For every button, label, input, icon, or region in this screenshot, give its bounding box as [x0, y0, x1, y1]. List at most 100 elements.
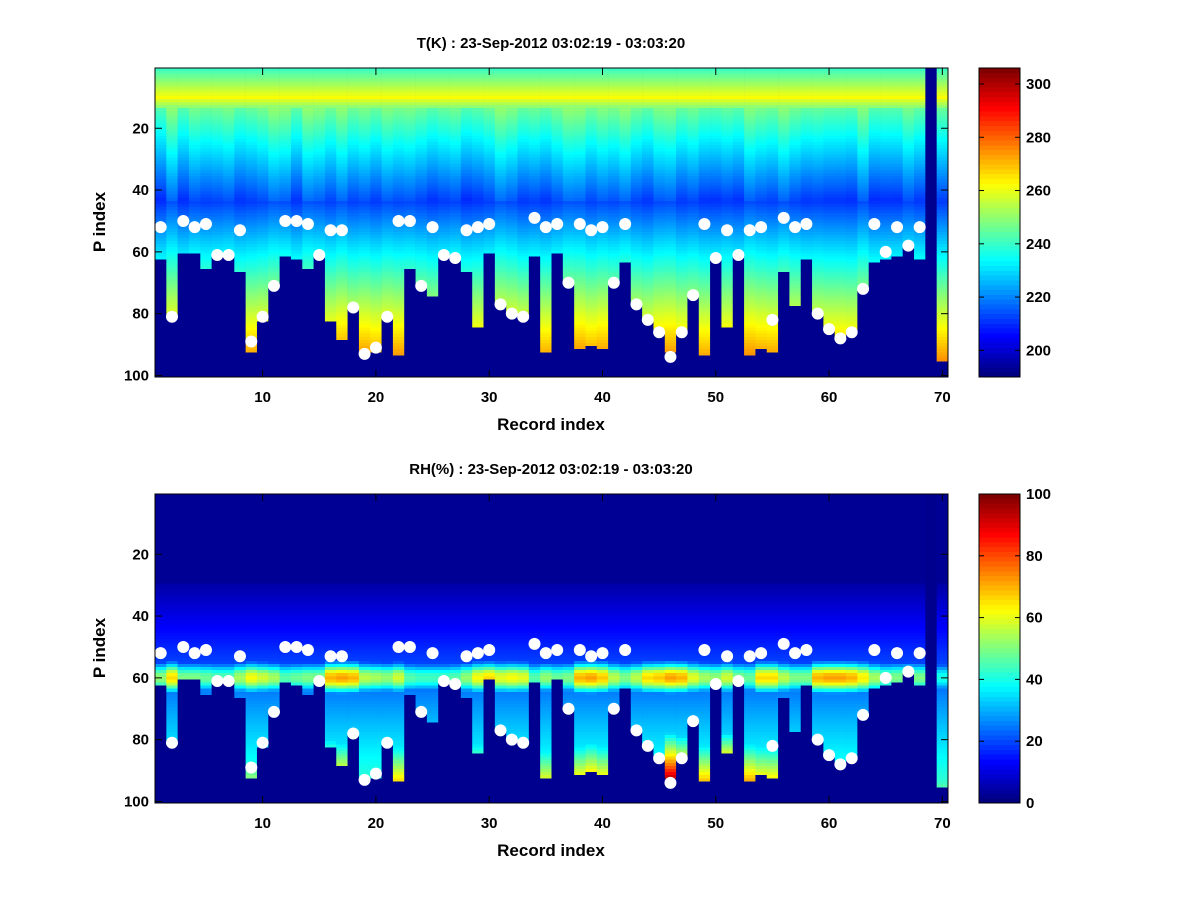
heatmap-column — [245, 68, 258, 377]
heatmap-column — [211, 68, 224, 377]
x-tick-label: 70 — [934, 389, 951, 406]
level-marker — [437, 674, 450, 687]
level-marker — [902, 665, 915, 678]
level-marker — [154, 647, 167, 660]
level-marker — [823, 323, 836, 336]
heatmap-column — [234, 68, 246, 377]
level-marker — [267, 279, 280, 292]
level-marker — [857, 708, 870, 721]
level-marker — [449, 252, 462, 265]
level-marker — [777, 211, 790, 224]
level-marker — [415, 705, 428, 718]
level-marker — [449, 678, 462, 691]
level-marker — [879, 245, 892, 258]
level-marker — [528, 211, 541, 224]
heatmap-column — [268, 68, 280, 377]
y-tick-label: 80 — [132, 732, 149, 749]
heatmap-column — [834, 68, 847, 377]
heatmap-column — [268, 494, 280, 803]
level-marker — [664, 776, 677, 789]
level-marker — [494, 298, 507, 311]
level-marker — [800, 218, 813, 231]
level-marker — [233, 650, 246, 663]
y-ticks: 20 40 60 80 100 — [124, 120, 948, 384]
level-marker — [313, 674, 326, 687]
colorbar-gradient — [978, 493, 1021, 804]
heatmap-column — [653, 68, 666, 377]
heatmap-column — [222, 494, 235, 803]
x-tick-label: 10 — [254, 389, 271, 406]
level-marker — [267, 705, 280, 718]
panel-temperature: T(K) : 23-Sep-2012 03:02:19 - 03:03:20 1… — [90, 35, 1051, 434]
x-tick-label: 20 — [368, 389, 385, 406]
heatmap-column — [415, 68, 428, 377]
level-marker — [698, 644, 711, 657]
level-marker — [199, 218, 212, 231]
level-marker — [426, 221, 439, 234]
heatmap-column — [494, 68, 507, 377]
level-marker — [539, 647, 552, 660]
colorbar-tick-label: 220 — [1026, 289, 1051, 306]
heatmap-column — [936, 68, 949, 377]
level-marker — [641, 313, 654, 326]
level-marker — [913, 647, 926, 660]
x-axis-label: Record index — [497, 841, 605, 860]
heatmap-column — [642, 494, 654, 803]
level-marker — [165, 310, 178, 323]
heatmap-column — [721, 494, 734, 803]
level-marker — [165, 736, 178, 749]
heatmap-column — [664, 494, 677, 803]
level-marker — [335, 224, 348, 237]
heatmap-column — [925, 494, 937, 803]
x-tick-label: 30 — [481, 389, 498, 406]
level-marker — [177, 214, 190, 227]
level-marker — [279, 640, 292, 653]
heatmap-column — [608, 68, 620, 377]
level-marker — [528, 637, 541, 650]
level-marker — [369, 341, 382, 354]
heatmap-column — [846, 494, 858, 803]
level-marker — [721, 650, 734, 663]
level-marker — [596, 221, 609, 234]
heatmap-column — [630, 494, 643, 803]
level-marker — [211, 248, 224, 261]
level-marker — [755, 647, 768, 660]
heatmap-column — [494, 494, 507, 803]
level-marker — [573, 218, 586, 231]
heatmap-column — [902, 68, 915, 377]
level-marker — [562, 276, 575, 289]
heatmap-column — [880, 68, 892, 377]
heatmap-column — [336, 494, 348, 803]
level-marker — [381, 310, 394, 323]
heatmap-column — [642, 68, 654, 377]
colorbar-tick-label: 60 — [1026, 610, 1043, 627]
panel-humidity: RH(%) : 23-Sep-2012 03:02:19 - 03:03:20 … — [90, 461, 1051, 860]
level-marker — [290, 640, 303, 653]
heatmap-column — [766, 494, 779, 803]
heatmap-column — [664, 68, 677, 377]
colorbar-tick-label: 260 — [1026, 183, 1051, 200]
level-marker — [517, 310, 530, 323]
heatmap-column — [902, 494, 915, 803]
x-tick-label: 50 — [707, 389, 724, 406]
y-tick-label: 100 — [124, 367, 149, 384]
y-axis-label: P index — [90, 617, 109, 678]
level-marker — [845, 752, 858, 765]
x-tick-label: 70 — [934, 815, 951, 832]
heatmap-column — [812, 68, 824, 377]
x-tick-label: 30 — [481, 815, 498, 832]
x-axis-label: Record index — [497, 415, 605, 434]
heatmap-column — [234, 494, 246, 803]
level-marker — [743, 224, 756, 237]
colorbar-tick-label: 40 — [1026, 671, 1043, 688]
level-marker — [607, 702, 620, 715]
colorbar-tick-label: 240 — [1026, 236, 1051, 253]
level-marker — [766, 313, 779, 326]
y-ticks: 20 40 60 80 100 — [124, 546, 948, 810]
y-tick-label: 60 — [132, 244, 149, 261]
level-marker — [891, 221, 904, 234]
heatmap-column — [608, 494, 620, 803]
level-marker — [324, 650, 337, 663]
level-marker — [800, 644, 813, 657]
